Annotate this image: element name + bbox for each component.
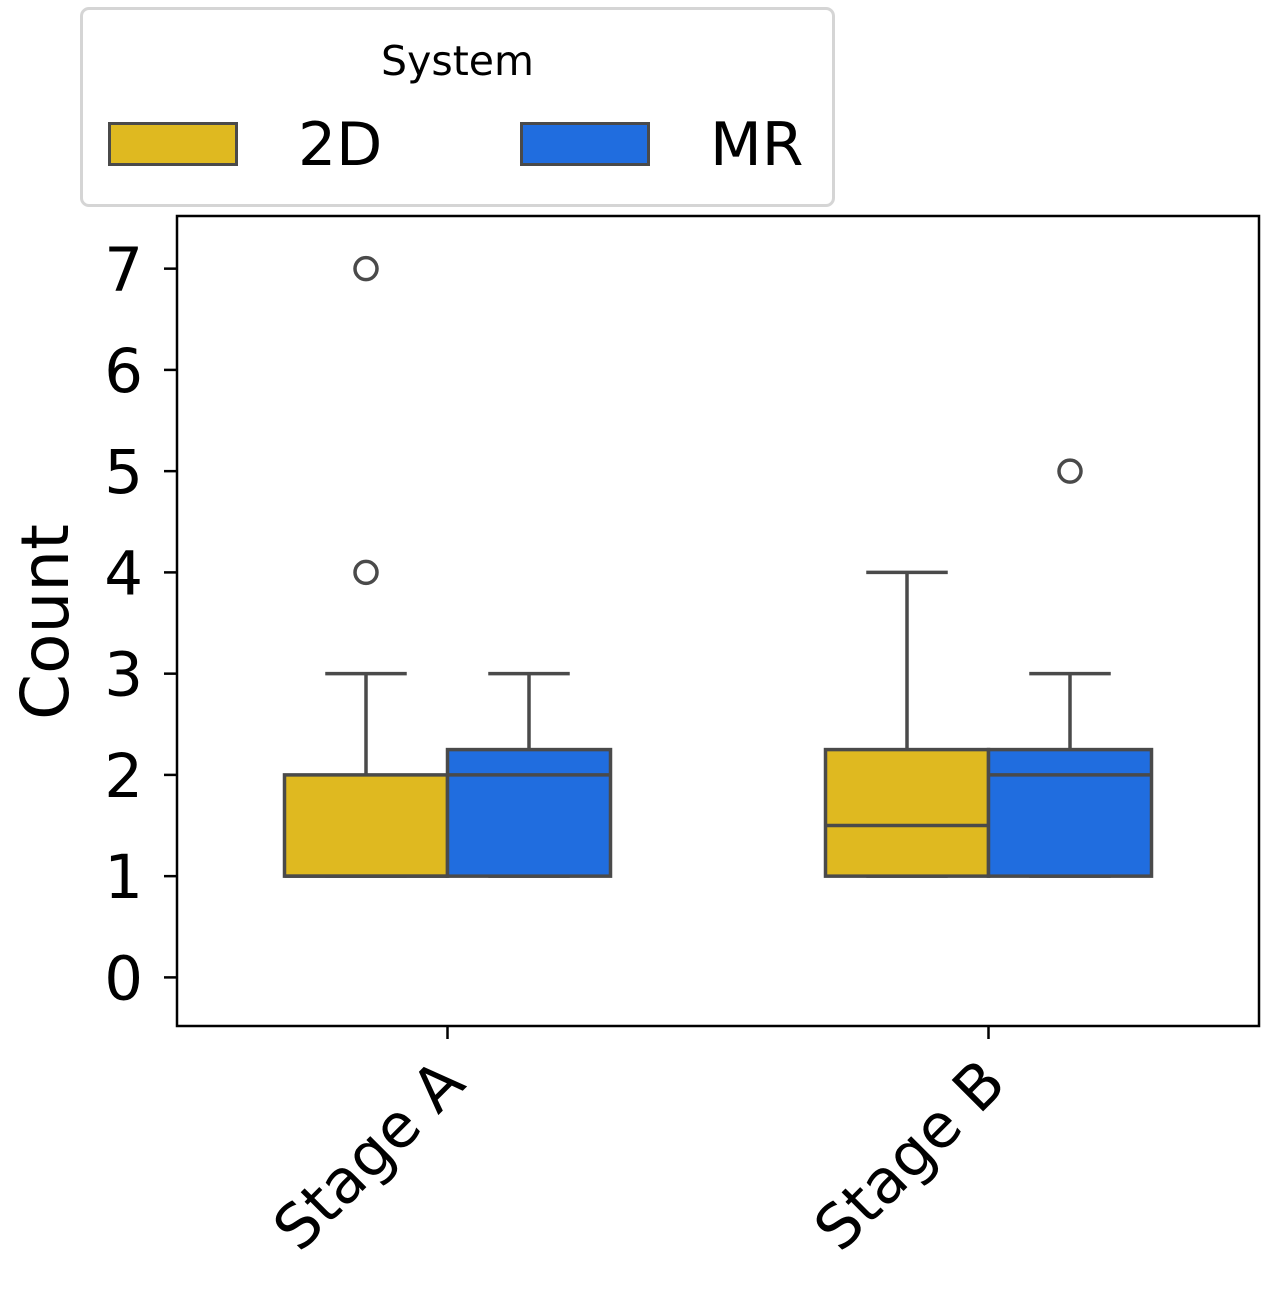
box-2d-stage-a [282,255,450,878]
box-mr-stage-b [986,458,1154,878]
box-2d-stage-b [823,570,991,878]
legend-label-mr: MR [710,110,804,180]
y-tick-label: 5 [104,437,143,508]
y-tick-label: 3 [104,640,143,711]
y-tick-label: 7 [104,235,143,306]
legend-swatch-mr [520,122,650,166]
legend: System 2D MR [80,7,835,207]
legend-title: System [381,37,534,85]
y-axis-label: Count [7,524,84,720]
box-body [282,773,450,878]
plot-frame [175,214,1261,1028]
box-mr-stage-a [445,671,613,878]
box-body [986,747,1154,878]
outlier-point [353,255,379,282]
outlier-point [353,559,379,586]
x-tick-label: Stage B [801,1046,1019,1264]
box-body [823,747,991,878]
plot-marks [282,255,1154,878]
legend-label-2d: 2D [298,110,383,180]
x-tick-label: Stage A [260,1046,478,1264]
box-body [445,747,613,878]
y-tick-label: 2 [104,741,143,812]
legend-swatch-2d [108,122,238,166]
y-tick-label: 6 [104,336,143,407]
y-tick-label: 4 [104,538,143,609]
axes [164,214,1261,1039]
y-tick-label: 1 [104,842,143,913]
y-tick-label: 0 [104,943,143,1014]
outlier-point [1057,458,1083,484]
